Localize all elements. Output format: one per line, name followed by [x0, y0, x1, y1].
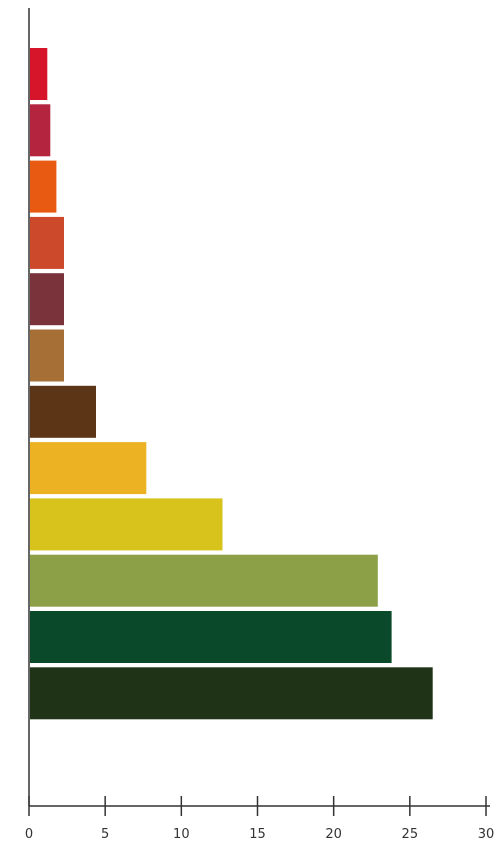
- bar-8: [30, 442, 147, 495]
- bars-group: [30, 48, 433, 720]
- bar-10: [30, 554, 378, 607]
- x-tick-label-25: 25: [402, 827, 419, 842]
- x-tick-label-15: 15: [249, 827, 266, 842]
- bar-1: [30, 48, 48, 100]
- bar-5: [30, 273, 64, 326]
- bar-12: [30, 667, 433, 720]
- bar-2: [30, 104, 51, 157]
- bar-6: [30, 329, 64, 382]
- bar-3: [30, 160, 57, 213]
- bar-7: [30, 385, 96, 438]
- x-tick-label-20: 20: [325, 827, 342, 842]
- bar-4: [30, 216, 64, 269]
- x-tick-label-5: 5: [101, 827, 109, 842]
- x-tick-label-0: 0: [25, 827, 33, 842]
- x-axis-ticks: 0 5 10 15 20 25 30: [25, 796, 494, 842]
- bar-9: [30, 498, 223, 551]
- x-tick-label-30: 30: [478, 827, 495, 842]
- x-tick-label-10: 10: [173, 827, 190, 842]
- bar-11: [30, 611, 392, 663]
